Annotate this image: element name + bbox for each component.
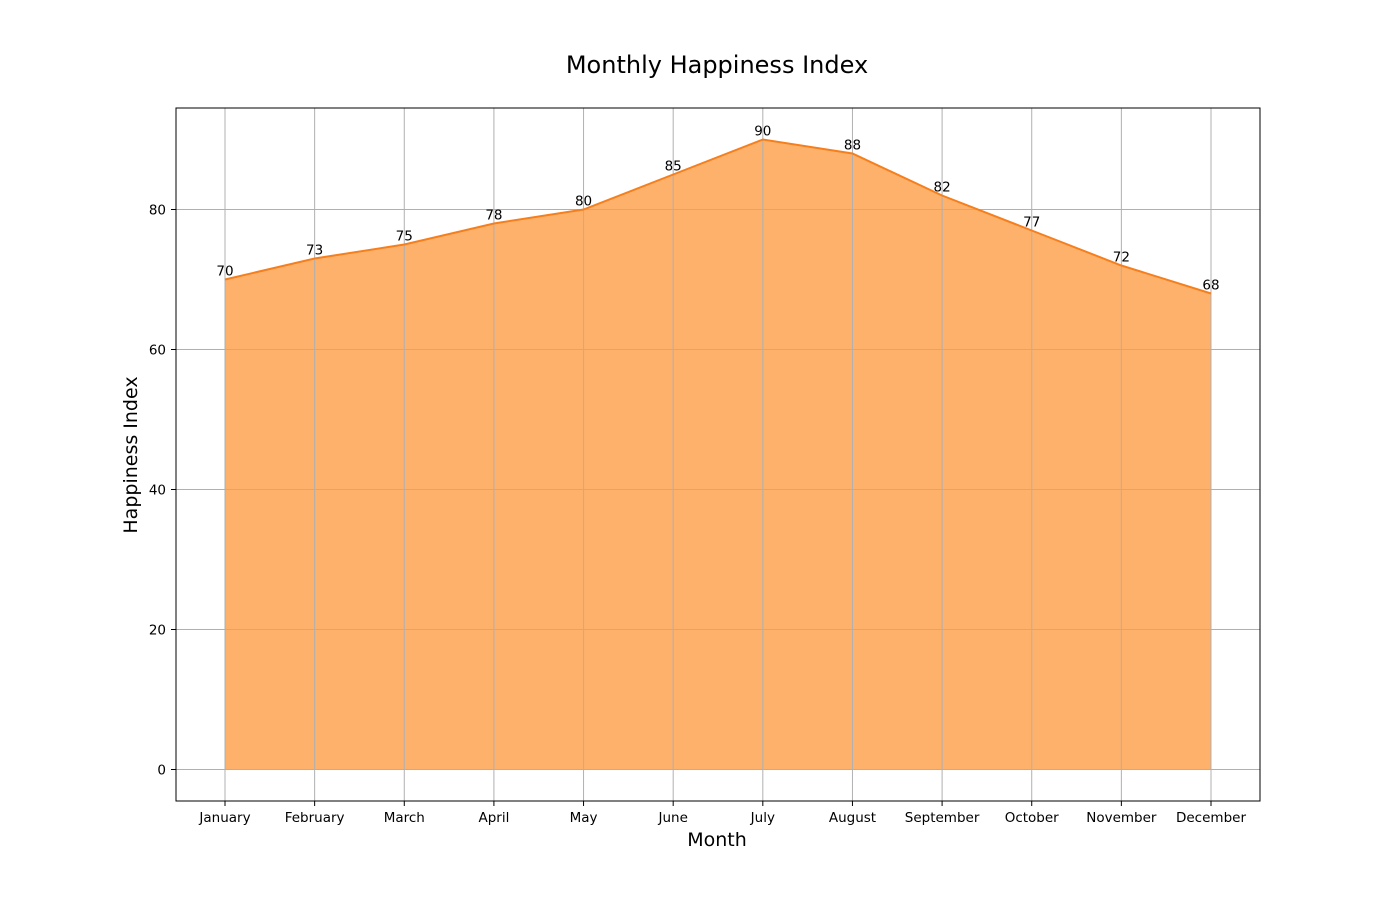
x-tick-label: May	[570, 810, 598, 826]
data-label: 78	[485, 208, 502, 224]
data-label: 80	[575, 194, 592, 210]
x-tick-label: January	[198, 810, 250, 826]
x-tick-label: April	[478, 810, 509, 826]
grid-lines	[176, 108, 1260, 801]
data-label: 73	[306, 243, 323, 259]
x-tick-label: June	[657, 810, 687, 826]
y-tick-label: 40	[149, 483, 166, 499]
y-tick-label: 80	[149, 203, 166, 219]
x-tick-label: October	[1005, 810, 1059, 826]
data-label: 68	[1202, 278, 1219, 294]
y-axis-label: Happiness Index	[120, 376, 142, 533]
x-tick-label: November	[1086, 810, 1157, 826]
x-tick-label: February	[285, 810, 345, 826]
x-tick-label: July	[750, 810, 775, 826]
x-tick-label: December	[1176, 810, 1246, 826]
x-tick-label: March	[384, 810, 425, 826]
chart-title: Monthly Happiness Index	[566, 51, 868, 79]
y-tick-label: 60	[149, 343, 166, 359]
data-label: 90	[754, 124, 771, 140]
data-label: 77	[1023, 215, 1040, 231]
y-tick-label: 20	[149, 623, 166, 639]
data-label: 82	[933, 180, 950, 196]
data-label: 75	[396, 229, 413, 245]
y-tick-label: 0	[157, 763, 166, 779]
data-label: 85	[665, 159, 682, 175]
x-tick-label: September	[905, 810, 980, 826]
data-label: 88	[844, 138, 861, 154]
x-tick-label: August	[829, 810, 876, 826]
data-label: 70	[216, 264, 233, 280]
x-axis-label: Month	[687, 829, 747, 851]
series-line	[224, 138, 1212, 295]
plot-frame	[175, 107, 1261, 802]
series-area	[225, 139, 1211, 770]
data-label: 72	[1113, 250, 1130, 266]
